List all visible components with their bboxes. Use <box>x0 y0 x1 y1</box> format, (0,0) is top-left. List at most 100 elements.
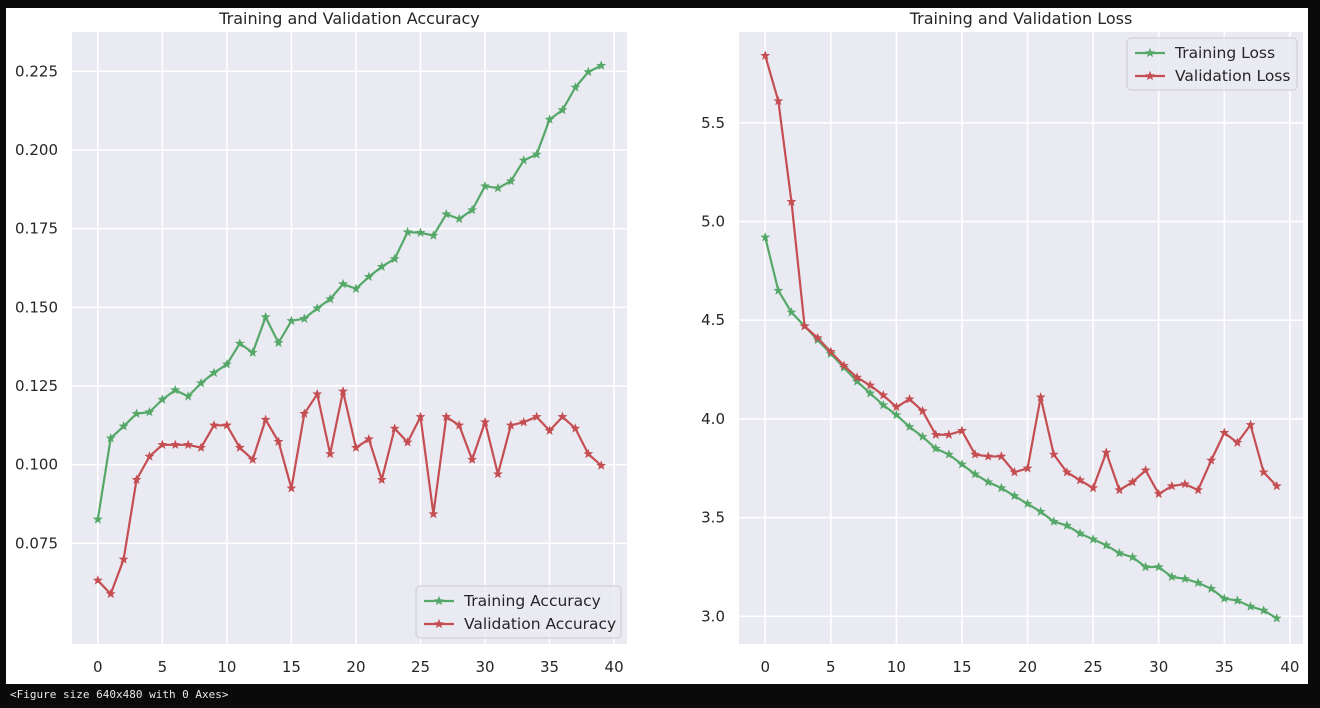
data-point <box>402 437 413 447</box>
x-tick-label: 40 <box>1280 658 1299 676</box>
data-point <box>196 377 207 388</box>
legend-box <box>1126 37 1298 91</box>
data-point <box>467 454 478 464</box>
data-point <box>1153 561 1164 572</box>
data-point <box>1193 484 1204 495</box>
data-point <box>1075 474 1085 485</box>
data-point <box>454 213 465 224</box>
data-point <box>1271 613 1282 623</box>
legend-marker <box>434 595 444 606</box>
figure-canvas: 0 5 10 15 20 25 30 35 40 0.075 0.100 0.125 0.150 0.17… <box>6 8 1308 684</box>
data-point <box>1245 419 1256 430</box>
data-point <box>1206 583 1217 593</box>
data-point <box>891 409 902 420</box>
data-point <box>402 226 413 237</box>
charts-svg: 0 5 10 15 20 25 30 35 40 0.075 0.100 0.125 0.150 0.17… <box>15 9 1303 676</box>
data-point <box>1219 427 1230 437</box>
plot-area <box>72 32 627 644</box>
series-line <box>764 237 1278 620</box>
data-point <box>299 408 310 418</box>
data-point <box>983 476 994 487</box>
data-point <box>773 285 784 295</box>
data-point <box>930 429 941 439</box>
x-tick-label: 25 <box>411 658 430 676</box>
data-point <box>1232 595 1243 605</box>
data-point <box>273 436 284 446</box>
data-point <box>286 315 297 326</box>
data-point <box>247 454 258 464</box>
y-tick-label: 5.0 <box>701 213 725 231</box>
legend-marker <box>1145 70 1155 81</box>
data-point <box>917 405 928 416</box>
figure-size-output: <Figure size 640x480 with 0 Axes> <box>10 688 229 701</box>
data-point <box>557 104 568 115</box>
data-point <box>157 439 168 450</box>
data-point <box>338 386 348 396</box>
data-point <box>996 482 1007 493</box>
y-tick-label: 4.5 <box>701 311 725 329</box>
data-point <box>786 307 797 317</box>
data-point <box>286 483 297 493</box>
data-point <box>1035 392 1046 402</box>
data-point <box>376 474 387 484</box>
data-point <box>273 337 284 348</box>
data-point <box>183 391 194 401</box>
data-point <box>596 460 607 470</box>
data-point <box>157 394 168 404</box>
data-point <box>1022 498 1033 509</box>
data-point <box>196 442 207 452</box>
x-tick-label: 35 <box>540 658 559 676</box>
data-point <box>260 311 271 322</box>
data-point <box>247 347 258 357</box>
data-point <box>970 449 981 459</box>
data-point <box>325 293 336 304</box>
data-point <box>389 253 400 264</box>
data-point <box>144 451 155 461</box>
data-point <box>957 459 967 469</box>
data-point <box>970 469 981 479</box>
data-point <box>917 431 928 441</box>
data-point <box>1258 467 1269 477</box>
data-point <box>234 338 245 348</box>
legend-label: Training Loss <box>1174 44 1275 62</box>
chart-title: Training and Validation Loss <box>909 9 1133 28</box>
data-point <box>505 420 516 430</box>
data-point <box>131 474 142 484</box>
data-point <box>415 227 426 237</box>
data-point <box>1075 528 1085 538</box>
data-point <box>760 50 771 60</box>
data-point <box>531 149 542 159</box>
data-point <box>1180 573 1190 584</box>
data-point <box>570 423 581 433</box>
data-point <box>1219 593 1230 603</box>
data-point <box>351 283 361 293</box>
data-point <box>544 425 555 435</box>
chart-0: 0 5 10 15 20 25 30 35 40 0.075 0.100 0.125 0.150 0.17… <box>15 9 627 676</box>
x-tick-label: 35 <box>1215 658 1234 676</box>
data-point <box>544 114 555 124</box>
data-point <box>878 399 889 410</box>
x-tick-label: 5 <box>826 658 836 676</box>
data-point <box>865 388 876 398</box>
data-point <box>957 425 967 435</box>
data-point <box>351 442 361 452</box>
data-point <box>1232 437 1243 447</box>
data-point <box>1114 547 1125 558</box>
x-tick-label: 40 <box>605 658 624 676</box>
y-tick-label: 0.150 <box>15 298 58 316</box>
data-point <box>428 230 439 240</box>
legend-marker <box>434 618 444 629</box>
data-point <box>760 232 771 242</box>
data-point <box>1180 478 1190 489</box>
data-point <box>583 448 594 459</box>
data-point <box>209 420 219 430</box>
data-point <box>363 271 374 282</box>
data-point <box>492 182 503 193</box>
data-point <box>1140 561 1151 572</box>
y-tick-label: 0.225 <box>15 62 58 80</box>
data-point <box>531 411 542 422</box>
data-point <box>170 439 181 450</box>
data-point <box>799 320 810 331</box>
data-point <box>1258 605 1269 615</box>
x-tick-label: 0 <box>93 658 103 676</box>
